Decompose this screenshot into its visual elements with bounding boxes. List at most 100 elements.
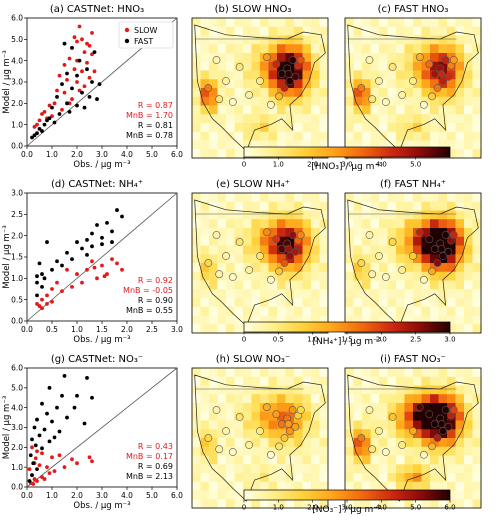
map-cell (353, 473, 363, 483)
map-cell (311, 140, 320, 150)
map-cell (277, 254, 286, 264)
site-marker (228, 98, 237, 106)
map-cell (455, 324, 465, 334)
map-cell (353, 219, 363, 229)
map-cell (396, 289, 405, 299)
map-cell (387, 18, 397, 28)
map-cell (387, 420, 397, 430)
x-tick-label: 2.0 (71, 491, 83, 500)
map-cell (387, 131, 397, 141)
site-marker (262, 403, 271, 412)
map-cell (311, 96, 320, 106)
map-cell (209, 385, 218, 395)
map-cell (413, 61, 422, 71)
map-cell (234, 499, 244, 509)
colorbar-tick-label: 6.0 (444, 504, 455, 512)
map-cell (234, 280, 244, 290)
map-cell (226, 53, 235, 63)
site-marker (428, 92, 436, 101)
map-cell (370, 385, 380, 395)
map-cell (362, 289, 371, 299)
map-cell (277, 88, 286, 98)
site-marker (409, 252, 417, 260)
map-cell (413, 210, 422, 220)
map-cell (387, 123, 397, 133)
map-cell (472, 411, 482, 421)
map-cell (209, 61, 218, 71)
map-cell (234, 210, 244, 220)
map-cell (319, 228, 329, 238)
map-cell (200, 263, 210, 273)
map-cell (319, 18, 329, 28)
data-point-slow (40, 297, 44, 302)
coastline (194, 199, 326, 327)
site-marker (365, 56, 374, 64)
map-cell (260, 96, 269, 106)
map-cell (319, 438, 329, 448)
map-b (191, 17, 329, 159)
y-tick-label: 4.0 (11, 403, 23, 412)
map-cell (226, 219, 235, 229)
data-point-slow (85, 60, 89, 65)
map-cell (302, 61, 312, 71)
map-cell (387, 481, 397, 491)
map-cell (260, 44, 269, 54)
map-cell (251, 18, 261, 28)
map-cell (260, 499, 269, 509)
data-point-fast (105, 220, 109, 225)
map-cell (209, 298, 218, 308)
data-point-slow (35, 479, 39, 483)
map-cell (455, 210, 465, 220)
map-cell (209, 123, 218, 133)
map-cell (234, 131, 244, 141)
map-cell (260, 385, 269, 395)
map-cell (277, 403, 286, 413)
map-cell (251, 236, 261, 246)
map-cell (345, 315, 354, 325)
map-cell (413, 280, 422, 290)
map-cell (370, 236, 380, 246)
data-point-slow (37, 463, 42, 468)
map-cell (311, 219, 320, 229)
map-cell (200, 210, 210, 220)
data-point-fast (35, 131, 39, 136)
map-cell (251, 61, 261, 71)
data-point-fast (45, 240, 49, 244)
map-cell (226, 315, 235, 325)
map-cell (413, 315, 422, 325)
map-cell (379, 420, 388, 430)
map-cell (226, 420, 235, 430)
map-cell (421, 228, 431, 238)
map-cell (192, 473, 201, 483)
site-marker (425, 235, 434, 244)
site-marker (280, 434, 289, 442)
map-cell (472, 236, 482, 246)
data-point-fast (100, 235, 104, 240)
map-cell (217, 210, 227, 220)
map-cell (455, 219, 465, 229)
map-cell (226, 236, 235, 246)
data-point-fast (35, 274, 39, 279)
map-cell (302, 245, 312, 255)
map-cell (226, 228, 235, 238)
map-cell (370, 306, 380, 316)
map-cell (379, 44, 388, 54)
map-cell (413, 429, 422, 439)
map-cell (192, 306, 201, 316)
map-cell (277, 263, 286, 273)
map-cell (413, 263, 422, 273)
map-cell (243, 219, 252, 229)
map-cell (430, 455, 439, 465)
map-cell (464, 193, 473, 203)
map-cell (370, 368, 380, 378)
map-cell (302, 228, 312, 238)
map-cell (243, 245, 252, 255)
map-cell (251, 131, 261, 141)
map-cell (447, 263, 456, 273)
map-cell (370, 455, 380, 465)
map-cell (455, 61, 465, 71)
map-cell (464, 481, 473, 491)
map-cell (251, 245, 261, 255)
map-cell (268, 61, 278, 71)
map-cell (447, 280, 456, 290)
